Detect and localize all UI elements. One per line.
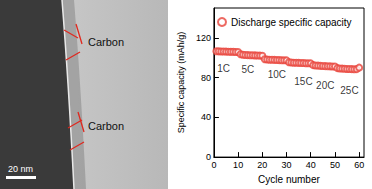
svg-text:10: 10 (233, 160, 243, 170)
svg-text:80: 80 (201, 73, 211, 83)
svg-text:50: 50 (330, 160, 340, 170)
svg-text:20C: 20C (316, 80, 334, 91)
svg-text:40: 40 (306, 160, 316, 170)
svg-text:5C: 5C (241, 64, 254, 75)
svg-text:0: 0 (206, 152, 211, 162)
svg-text:Carbon: Carbon (88, 120, 124, 132)
svg-text:120: 120 (196, 33, 211, 43)
svg-text:25C: 25C (340, 85, 358, 96)
svg-text:20 nm: 20 nm (8, 164, 33, 174)
svg-text:10C: 10C (268, 69, 286, 80)
svg-text:Carbon: Carbon (88, 36, 124, 48)
svg-text:1C: 1C (217, 63, 230, 74)
svg-text:40: 40 (201, 112, 211, 122)
svg-text:Discharge specific capacity: Discharge specific capacity (231, 17, 352, 28)
svg-text:20: 20 (257, 160, 267, 170)
svg-text:Specific capacity (mAh/g): Specific capacity (mAh/g) (176, 32, 186, 134)
svg-text:15C: 15C (294, 76, 312, 87)
svg-text:Cycle number: Cycle number (258, 174, 320, 185)
svg-text:0: 0 (211, 160, 216, 170)
svg-text:60: 60 (354, 160, 364, 170)
svg-text:30: 30 (282, 160, 292, 170)
